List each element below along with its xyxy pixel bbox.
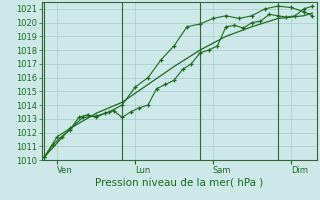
X-axis label: Pression niveau de la mer( hPa ): Pression niveau de la mer( hPa ) bbox=[95, 177, 263, 187]
